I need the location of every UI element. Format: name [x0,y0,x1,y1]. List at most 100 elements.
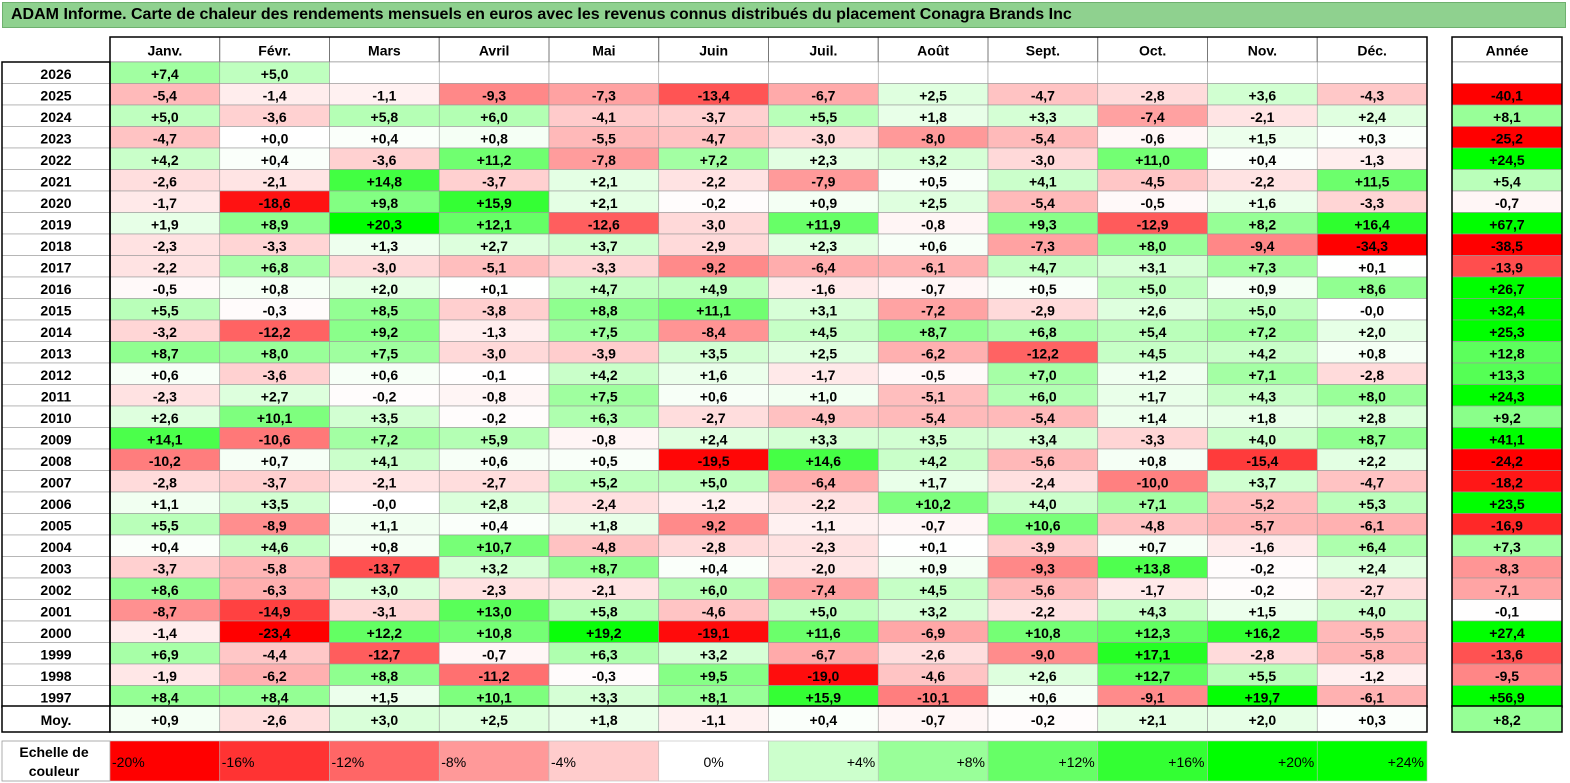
heatmap-cell-label: -5,5 [1360,625,1384,641]
heatmap-cell-label: +4,7 [590,281,618,297]
heatmap-cell-label: -2,3 [811,539,835,555]
year-label: 2014 [40,324,71,340]
year-label: 2001 [40,603,71,619]
chart-title: ADAM Informe. Carte de chaleur des rende… [2,2,1566,28]
heatmap-cell-label: +5,0 [151,109,179,125]
month-header: Mai [592,43,615,59]
heatmap-cell-label: -8,4 [702,324,726,340]
heatmap-cell-label: -0,7 [921,517,945,533]
scale-label: Echelle de [19,744,88,760]
annual-cell-label: -7,1 [1495,582,1519,598]
annual-cell-label: -16,9 [1491,517,1523,533]
heatmap-cell-label: -2,2 [153,259,177,275]
heatmap-cell-label: -2,3 [482,582,506,598]
heatmap-cell-label: +20,3 [367,216,403,232]
heatmap-cell-label: +5,0 [261,66,289,82]
scale-swatch-label: +4% [847,754,875,770]
average-cell [438,705,550,733]
heatmap-cell-label: -18,6 [259,195,291,211]
annual-cell-label: +56,9 [1489,689,1525,705]
heatmap-cell-label: +3,0 [371,582,399,598]
heatmap-cell-label: +8,8 [590,302,618,318]
heatmap-cell-label: -6,2 [263,668,287,684]
year-label: 2010 [40,410,71,426]
scale-swatch [768,740,879,782]
heatmap-cell-label: +0,9 [810,195,838,211]
heatmap-cell-label: +3,4 [1029,431,1057,447]
heatmap-cell-label: +2,6 [1029,668,1057,684]
heatmap-cell-label: +2,6 [1139,302,1167,318]
annual-cell-label: -13,9 [1491,259,1523,275]
heatmap-cell-label: -6,4 [811,259,835,275]
heatmap-cell-label: +0,6 [151,367,179,383]
annual-cell-label: +9,2 [1493,410,1521,426]
heatmap-cell-label: +4,5 [919,582,947,598]
average-cell [219,705,330,733]
average-cell [987,705,1099,733]
heatmap-cell-label: +6,0 [1029,388,1057,404]
heatmap-cell-label: -0,1 [482,367,506,383]
heatmap-cell-label: -5,4 [1031,130,1055,146]
heatmap-cell-label: -0,3 [592,668,616,684]
heatmap-cell-label: -6,2 [921,345,945,361]
heatmap-cell-label: +3,3 [1029,109,1057,125]
heatmap-cell-label: +7,5 [590,324,618,340]
annual-cell-label: +12,8 [1489,345,1525,361]
average-cell [548,705,660,733]
heatmap-cell-label: -3,9 [1031,539,1055,555]
heatmap-cell-label: +10,1 [257,410,293,426]
average-cell-label: -1,1 [702,712,726,728]
heatmap-cell-label: +6,3 [590,646,618,662]
heatmap-cell-label: +2,8 [1358,410,1386,426]
heatmap-cell-label: -6,9 [921,625,945,641]
heatmap-cell-label: -0,8 [921,216,945,232]
heatmap-cell-label: -0,7 [482,646,506,662]
heatmap-cell-label: -5,6 [1031,582,1055,598]
heatmap-cell-label: -2,0 [811,560,835,576]
heatmap-cell-label: +13,8 [1135,560,1171,576]
heatmap-cell-label: -3,6 [263,109,287,125]
heatmap-cell-label: -9,3 [482,87,506,103]
heatmap-cell-label: +0,4 [480,517,508,533]
heatmap-cell-label: -7,8 [592,152,616,168]
average-label: Moy. [41,712,72,728]
annual-cell-label: -24,2 [1491,453,1523,469]
year-label: 2003 [40,560,71,576]
heatmap-cell-label: -5,4 [1031,195,1055,211]
heatmap-cell-label: -7,3 [1031,238,1055,254]
annual-cell-label: -13,6 [1491,646,1523,662]
annual-cell-label: -25,2 [1491,130,1523,146]
heatmap-cell-label: -4,9 [811,410,835,426]
heatmap-cell-label: -34,3 [1356,238,1388,254]
average-cell-label: -0,2 [1031,712,1055,728]
heatmap-cell-label: +5,3 [1358,496,1386,512]
heatmap-cell [768,61,879,84]
heatmap-cell-label: -3,7 [153,560,177,576]
heatmap-cell-label: -9,2 [702,517,726,533]
scale-label-cell [1,740,111,782]
year-label: 2015 [40,302,71,318]
year-label: 2024 [40,109,71,125]
heatmap-cell-label: +2,5 [919,87,947,103]
heatmap-cell-label: +11,1 [696,302,731,318]
heatmap-cell-label: +1,1 [371,517,399,533]
year-label: 2026 [40,66,71,82]
annual-cell-label: -18,2 [1491,474,1523,490]
heatmap-cell-label: +1,8 [919,109,947,125]
year-label: 2005 [40,517,71,533]
heatmap-cell-label: +2,7 [480,238,508,254]
heatmap-cell-label: -3,7 [482,173,506,189]
heatmap-cell-label: +10,8 [1025,625,1061,641]
heatmap-cell-label: +0,8 [1358,345,1386,361]
heatmap-cell-label: +8,9 [261,216,289,232]
average-cell-label: +2,1 [1139,712,1167,728]
year-label: 1997 [40,689,71,705]
heatmap-cell-label: -2,8 [702,539,726,555]
year-label: 2011 [41,388,72,404]
year-label: 2002 [40,582,71,598]
average-cell-label: +2,0 [1249,712,1277,728]
heatmap-cell-label: -4,8 [592,539,616,555]
heatmap-cell-label: +0,6 [700,388,728,404]
year-label: 1998 [40,668,71,684]
